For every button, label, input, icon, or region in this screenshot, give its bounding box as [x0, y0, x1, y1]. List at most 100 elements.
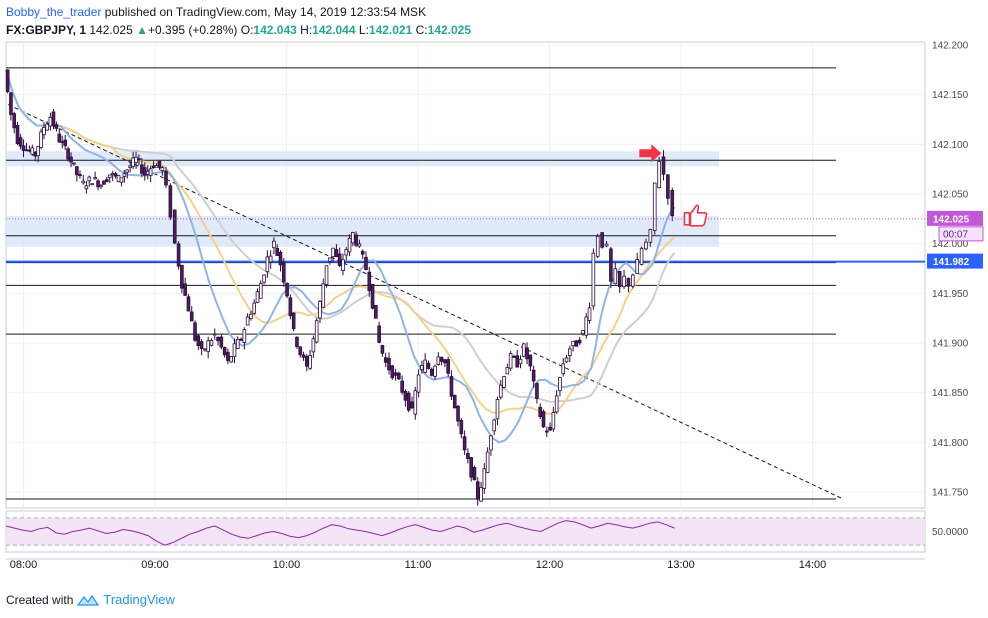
candle-body	[219, 336, 224, 348]
candle-body	[262, 274, 266, 283]
candle-body	[60, 141, 65, 144]
main-pane	[5, 41, 926, 509]
candle-body	[413, 390, 418, 415]
candle-body	[298, 346, 303, 356]
candle-body	[209, 340, 214, 346]
candle-body	[96, 180, 100, 188]
level-badge-text: 141.982	[933, 257, 970, 268]
chart-header: Bobby_the_trader published on TradingVie…	[6, 4, 986, 38]
price-chart[interactable]: 08:00 09:00 10:00 11:00 12:00 13:00 14:00 142.2…	[0, 0, 988, 590]
candle-body	[475, 481, 480, 500]
candle-body	[33, 151, 38, 157]
supply-zone	[6, 215, 719, 247]
author-link[interactable]: Bobby_the_trader	[6, 5, 102, 19]
candle-body	[301, 354, 306, 358]
candle-body	[36, 146, 40, 157]
candle-body	[278, 251, 283, 266]
y-tick-label: 141.850	[932, 388, 969, 399]
candle-body	[472, 467, 477, 481]
candle-body	[305, 356, 309, 367]
last-price-badge	[927, 210, 983, 226]
candle-body	[39, 131, 43, 149]
candle-body	[134, 156, 138, 163]
candle-body	[416, 374, 421, 393]
candle-body	[140, 164, 144, 174]
candle-body	[622, 275, 626, 288]
candle-body	[367, 271, 372, 292]
candle-body	[456, 405, 460, 422]
candle-body	[321, 283, 326, 308]
candle-body	[429, 368, 434, 376]
candle-body	[30, 147, 35, 155]
candle-body	[9, 92, 13, 115]
candle-body	[239, 338, 243, 341]
candle-body	[648, 229, 653, 243]
candle-body	[436, 356, 441, 365]
candle-body	[328, 257, 332, 262]
candle-body	[498, 384, 503, 398]
candle-body	[245, 316, 250, 326]
candle-body	[119, 177, 124, 183]
candle-body	[462, 436, 467, 451]
candle-body	[125, 169, 130, 173]
candles-group	[5, 69, 675, 506]
y-tick-label: 142.050	[932, 190, 969, 201]
candle-body	[670, 189, 675, 217]
y-tick-label: 142.200	[932, 40, 969, 51]
candle-body	[235, 339, 240, 349]
candle-body	[308, 355, 312, 369]
candle-body	[69, 156, 73, 163]
candle-body	[541, 411, 546, 428]
symbol-label: FX:GBPJPY, 1	[6, 23, 87, 37]
candle-body	[469, 457, 473, 478]
candle-body	[535, 383, 539, 399]
candle-body	[54, 124, 59, 129]
candle-body	[652, 182, 657, 231]
candle-body	[172, 209, 177, 244]
candle-body	[148, 168, 153, 176]
candle-body	[571, 340, 575, 347]
thumbs-up-shape	[683, 204, 708, 227]
candle-body	[341, 259, 345, 271]
candle-body	[410, 401, 414, 409]
open-label: O:	[240, 23, 254, 37]
candle-body	[131, 157, 135, 167]
candle-body	[199, 341, 204, 349]
candle-body	[443, 359, 447, 364]
red-arrow-icon	[639, 144, 662, 163]
candle-body	[42, 127, 46, 136]
candle-body	[216, 336, 220, 342]
candle-body	[426, 362, 431, 369]
candle-body	[84, 185, 89, 190]
close-label: C:	[415, 23, 428, 37]
candle-body	[459, 420, 464, 435]
candle-body	[609, 248, 613, 282]
candle-body	[521, 343, 526, 357]
candle-body	[128, 165, 132, 168]
supply-zone	[6, 151, 719, 167]
candle-body	[568, 348, 572, 356]
candle-body	[360, 250, 365, 255]
candle-body	[631, 274, 635, 287]
candle-body	[48, 116, 53, 127]
candle-body	[485, 451, 490, 473]
candle-body	[380, 345, 385, 354]
candle-body	[482, 468, 487, 489]
candle-body	[72, 162, 76, 165]
x-tick-label: 09:00	[141, 559, 169, 571]
candle-body	[143, 167, 147, 176]
candle-body	[452, 394, 457, 409]
candle-body	[75, 166, 79, 176]
open-value: 142.043	[253, 23, 297, 37]
candle-body	[666, 174, 670, 199]
tradingview-brand[interactable]: TradingView	[103, 592, 175, 607]
candle-body	[508, 353, 513, 369]
x-tick-label: 14:00	[799, 559, 827, 571]
candle-body	[661, 156, 666, 175]
candle-body	[639, 247, 644, 265]
candle-body	[505, 367, 510, 375]
candle-body	[249, 313, 253, 319]
countdown-text: 00:07	[943, 229, 968, 240]
high-value: 142.044	[312, 23, 356, 37]
candle-body	[347, 237, 352, 253]
